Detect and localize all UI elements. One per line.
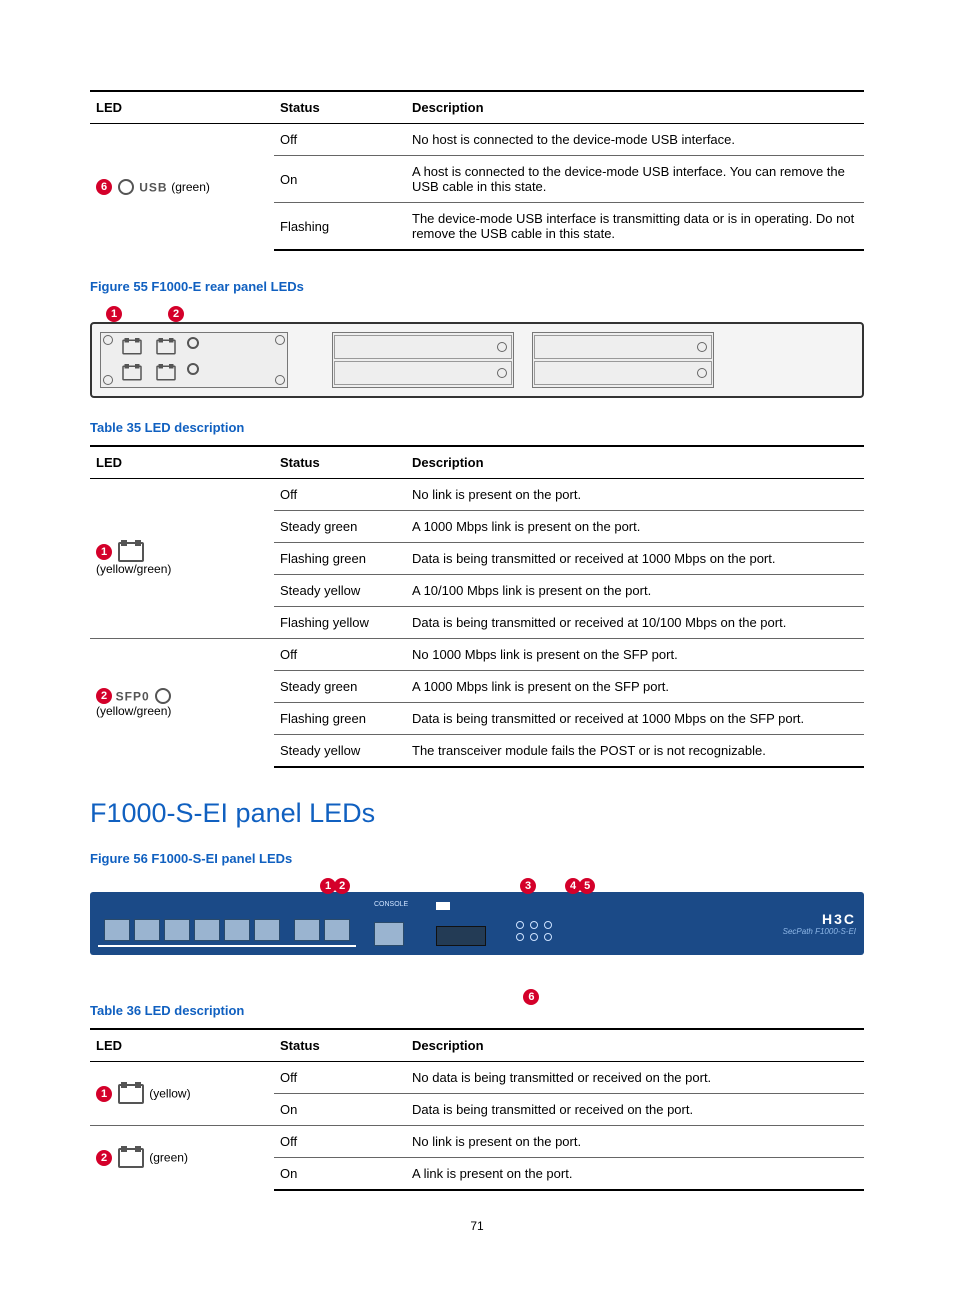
led-group1-cell: 1 (yellow): [90, 1062, 274, 1126]
callout-badge-2: 2: [96, 688, 112, 704]
callout-badge-2: 2: [168, 306, 184, 322]
col-header-desc: Description: [406, 91, 864, 124]
col-header-led: LED: [90, 1029, 274, 1062]
group1-color-note: (yellow): [149, 1086, 190, 1100]
desc-cell: Data is being transmitted or received at…: [406, 607, 864, 639]
desc-cell: No data is being transmitted or received…: [406, 1062, 864, 1094]
usb-color-note: (green): [171, 180, 210, 194]
callout-badge-2: 2: [96, 1150, 112, 1166]
desc-cell: No link is present on the port.: [406, 1126, 864, 1158]
figure55-caption: Figure 55 F1000-E rear panel LEDs: [90, 279, 864, 294]
page-number: 71: [90, 1219, 864, 1233]
status-cell: On: [274, 1094, 406, 1126]
status-cell: Steady yellow: [274, 735, 406, 768]
col-header-status: Status: [274, 1029, 406, 1062]
desc-cell: The transceiver module fails the POST or…: [406, 735, 864, 768]
col-header-status: Status: [274, 446, 406, 479]
status-cell: Flashing green: [274, 543, 406, 575]
section-heading: F1000-S-EI panel LEDs: [90, 798, 864, 829]
desc-cell: No host is connected to the device-mode …: [406, 124, 864, 156]
callout-badge-5: 5: [579, 878, 595, 894]
led-group1-cell: 1 (yellow/green): [90, 479, 274, 639]
col-header-status: Status: [274, 91, 406, 124]
group1-color-note: (yellow/green): [96, 562, 268, 576]
desc-cell: The device-mode USB interface is transmi…: [406, 203, 864, 251]
usb-label: USB: [139, 180, 167, 194]
led-group2-cell: 2 (green): [90, 1126, 274, 1191]
table36: LED Status Description 1 (yellow) Off No…: [90, 1028, 864, 1191]
desc-cell: Data is being transmitted or received at…: [406, 703, 864, 735]
desc-cell: A link is present on the port.: [406, 1158, 864, 1191]
brand-label: H3C: [822, 911, 856, 927]
col-header-led: LED: [90, 446, 274, 479]
desc-cell: No link is present on the port.: [406, 479, 864, 511]
table36-caption: Table 36 LED description: [90, 1003, 864, 1018]
status-cell: Off: [274, 1126, 406, 1158]
ethernet-port-icon: [118, 1084, 144, 1104]
table35: LED Status Description 1 (yellow/green) …: [90, 445, 864, 768]
led-icon-cell: 6 USB (green): [90, 124, 274, 251]
status-cell: Flashing yellow: [274, 607, 406, 639]
figure56-caption: Figure 56 F1000-S-EI panel LEDs: [90, 851, 864, 866]
desc-cell: A 10/100 Mbps link is present on the por…: [406, 575, 864, 607]
status-cell: Steady green: [274, 511, 406, 543]
figure56-panel: 1 2 3 4 5 CONSOLE: [90, 892, 864, 955]
callout-badge-2: 2: [334, 878, 350, 894]
desc-cell: A 1000 Mbps link is present on the SFP p…: [406, 671, 864, 703]
desc-cell: A host is connected to the device-mode U…: [406, 156, 864, 203]
status-cell: On: [274, 156, 406, 203]
group2-color-note: (green): [149, 1150, 188, 1164]
status-cell: Off: [274, 479, 406, 511]
col-header-desc: Description: [406, 1029, 864, 1062]
status-cell: Flashing: [274, 203, 406, 251]
callout-badge-6: 6: [96, 179, 112, 195]
status-cell: Off: [274, 639, 406, 671]
sfp-label: SFP0: [116, 689, 150, 703]
callout-badge-1: 1: [106, 306, 122, 322]
desc-cell: Data is being transmitted or received on…: [406, 1094, 864, 1126]
figure55-panel: 1 2: [90, 322, 864, 398]
status-cell: Off: [274, 124, 406, 156]
col-header-desc: Description: [406, 446, 864, 479]
status-cell: Flashing green: [274, 703, 406, 735]
desc-cell: A 1000 Mbps link is present on the port.: [406, 511, 864, 543]
desc-cell: No 1000 Mbps link is present on the SFP …: [406, 639, 864, 671]
callout-badge-1: 1: [96, 1086, 112, 1102]
status-cell: Steady green: [274, 671, 406, 703]
sfp-led-icon: [155, 688, 171, 704]
status-cell: Steady yellow: [274, 575, 406, 607]
group2-color-note: (yellow/green): [96, 704, 268, 718]
ethernet-port-icon: [118, 1148, 144, 1168]
callout-badge-6: 6: [523, 989, 539, 1005]
table35-caption: Table 35 LED description: [90, 420, 864, 435]
led-group2-cell: 2 SFP0 (yellow/green): [90, 639, 274, 768]
col-header-led: LED: [90, 91, 274, 124]
desc-cell: Data is being transmitted or received at…: [406, 543, 864, 575]
usb-led-icon: [118, 179, 134, 195]
callout-badge-1: 1: [96, 544, 112, 560]
table-usb-led: LED Status Description 6 USB (green) Off…: [90, 90, 864, 251]
callout-badge-3: 3: [520, 878, 536, 894]
ethernet-port-icon: [118, 542, 144, 562]
status-cell: On: [274, 1158, 406, 1191]
status-cell: Off: [274, 1062, 406, 1094]
